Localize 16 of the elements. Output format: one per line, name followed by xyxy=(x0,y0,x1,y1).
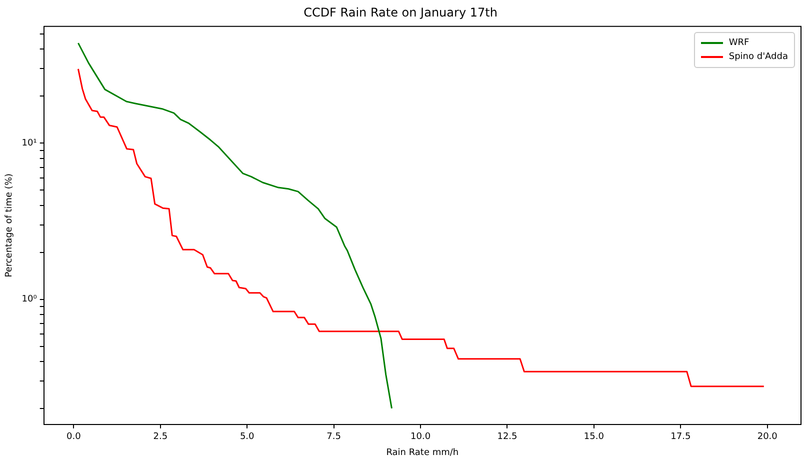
y-tick-label: 10⁰ xyxy=(22,294,38,305)
legend-label: Spino d'Adda xyxy=(728,51,788,64)
chart-title: CCDF Rain Rate on January 17th xyxy=(304,5,498,20)
x-tick-label: 20.0 xyxy=(757,432,778,442)
x-tick-label: 17.5 xyxy=(670,432,691,442)
x-tick-label: 7.5 xyxy=(326,432,341,442)
x-axis-title: Rain Rate mm/h xyxy=(386,448,459,458)
x-tick-label: 12.5 xyxy=(497,432,518,442)
legend-label: WRF xyxy=(728,37,750,50)
x-tick-label: 2.5 xyxy=(153,432,168,442)
y-axis-title: Percentage of time (%) xyxy=(4,174,15,278)
x-tick-label: 10.0 xyxy=(410,432,431,442)
x-tick-label: 5.0 xyxy=(240,432,255,442)
x-tick-label: 0.0 xyxy=(66,432,82,442)
y-tick-label: 10¹ xyxy=(22,138,38,149)
x-tick-label: 15.0 xyxy=(584,432,604,442)
